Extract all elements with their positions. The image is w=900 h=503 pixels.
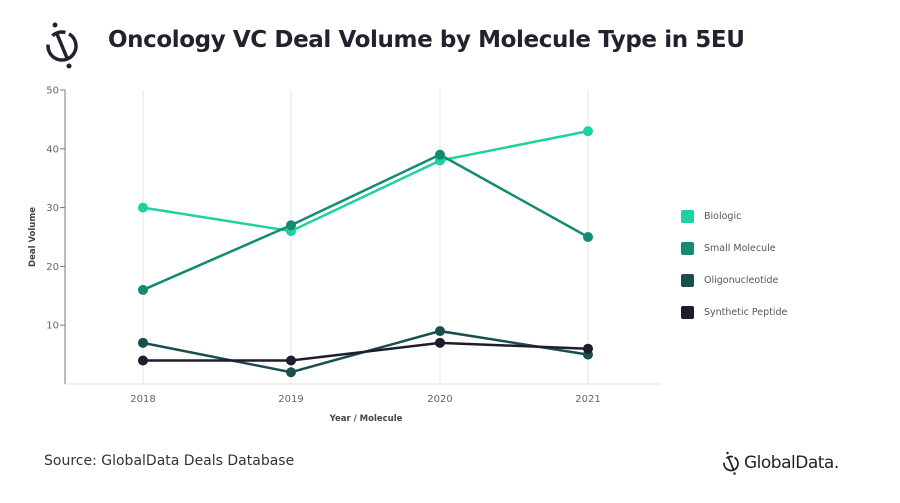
x-axis-label: Year / Molecule xyxy=(329,414,403,424)
line-chart: 2018 2019 2020 2021 10 20 30 40 50 Deal Volume Y… xyxy=(28,86,660,424)
data-point xyxy=(138,337,148,348)
data-point xyxy=(435,337,445,348)
legend-item: Synthetic Peptide xyxy=(681,296,787,328)
data-point xyxy=(286,220,296,231)
data-point xyxy=(138,202,148,213)
y-tick-label: 20 xyxy=(46,262,59,273)
y-tick-label: 10 xyxy=(46,321,59,332)
data-point xyxy=(286,367,296,378)
data-point xyxy=(583,343,593,354)
legend-label: Small Molecule xyxy=(704,242,776,254)
legend-swatch xyxy=(681,241,694,255)
data-point xyxy=(435,326,445,337)
legend-swatch xyxy=(681,305,694,319)
legend-label: Synthetic Peptide xyxy=(704,306,788,318)
legend-swatch xyxy=(681,209,694,223)
legend: Biologic Small Molecule Oligonucleotide Syn… xyxy=(681,200,787,328)
series-line-synthetic-peptide xyxy=(143,341,589,362)
legend-swatch xyxy=(681,273,694,287)
legend-label: Oligonucleotide xyxy=(704,274,779,286)
legend-item: Small Molecule xyxy=(681,232,787,264)
source-note: Source: GlobalData Deals Database xyxy=(44,453,295,469)
y-tick-label: 40 xyxy=(46,144,59,155)
series-line-biologic xyxy=(142,129,589,233)
data-point xyxy=(138,355,148,366)
legend-label: Biologic xyxy=(704,210,742,222)
y-tick-label: 30 xyxy=(46,203,59,214)
x-tick-label: 2019 xyxy=(278,394,303,405)
brand-logo: GlobalData. xyxy=(722,450,839,476)
x-tick-label: 2021 xyxy=(575,394,600,405)
data-point xyxy=(435,149,445,160)
x-tick-label: 2020 xyxy=(427,394,452,405)
data-point xyxy=(583,126,593,137)
legend-item: Biologic xyxy=(681,200,787,232)
y-axis-label: Deal Volume xyxy=(28,207,38,267)
data-point xyxy=(583,232,593,242)
data-point xyxy=(138,284,148,295)
legend-item: Oligonucleotide xyxy=(681,264,787,296)
y-tick-label: 50 xyxy=(46,86,59,97)
x-tick-label: 2018 xyxy=(130,394,155,405)
series-line-small-molecule xyxy=(142,153,589,292)
globaldata-logo-icon xyxy=(46,22,78,69)
data-point xyxy=(286,355,296,366)
brand-name: GlobalData. xyxy=(744,453,839,473)
page-title: Oncology VC Deal Volume by Molecule Type… xyxy=(108,27,745,53)
globaldata-icon xyxy=(723,451,739,475)
